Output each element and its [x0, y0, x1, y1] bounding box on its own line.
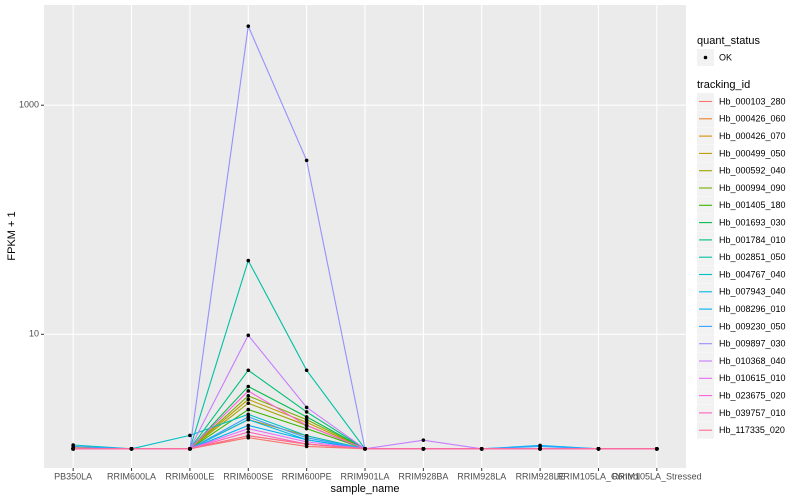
legend-label: Hb_000103_280: [719, 96, 786, 106]
data-point: [246, 333, 251, 338]
legend-label: Hb_000426_070: [719, 131, 786, 141]
data-point: [479, 447, 484, 451]
legend-title: quant_status: [697, 35, 760, 47]
legend-label: Hb_000426_060: [719, 114, 786, 124]
data-point: [246, 407, 251, 412]
legend-label: Hb_007943_040: [719, 287, 786, 297]
data-point: [304, 368, 309, 373]
legend-title: tracking_id: [697, 79, 750, 91]
x-tick-label: RRIM600LA: [107, 471, 156, 481]
legend-label: OK: [719, 52, 732, 62]
data-point: [304, 423, 309, 428]
data-point: [246, 258, 251, 263]
y-axis-title: FPKM + 1: [6, 211, 18, 260]
legend-label: Hb_000592_040: [719, 166, 786, 176]
legend-label: Hb_023675_020: [719, 390, 786, 400]
legend-label: Hb_001693_030: [719, 217, 786, 227]
x-tick-label: PB350LA: [54, 471, 92, 481]
x-tick-label: RRIM928LA: [457, 471, 506, 481]
data-point: [304, 426, 309, 431]
data-point: [246, 401, 251, 406]
data-point: [246, 384, 251, 389]
data-point: [188, 447, 192, 451]
x-axis-title: sample_name: [330, 483, 399, 495]
data-point: [71, 447, 75, 451]
data-point: [655, 447, 659, 451]
legend-point: [703, 55, 708, 60]
data-point: [246, 426, 251, 431]
data-point: [188, 433, 192, 438]
x-tick-label: RRIM105LA_Stressed: [612, 471, 702, 481]
data-point: [596, 447, 601, 451]
y-tick-label: 1000: [19, 100, 39, 110]
data-point: [304, 410, 309, 414]
data-point: [246, 433, 251, 438]
legend-label: Hb_010368_040: [719, 356, 786, 366]
legend-label: Hb_002851_050: [719, 252, 786, 262]
data-point: [304, 405, 309, 410]
data-point: [246, 430, 251, 434]
data-point: [246, 397, 251, 402]
data-point: [304, 442, 309, 446]
x-tick-label: RRIM928BA: [398, 471, 448, 481]
data-point: [246, 24, 251, 28]
x-tick-label: RRIM901LA: [340, 471, 389, 481]
x-tick-label: RRIM928LE: [516, 471, 565, 481]
data-point: [304, 417, 309, 422]
legend-label: Hb_001405_180: [719, 200, 786, 210]
legend-label: Hb_010615_010: [719, 373, 786, 383]
data-point: [246, 417, 251, 422]
data-point: [246, 394, 251, 398]
data-point: [246, 368, 251, 373]
data-point: [246, 412, 251, 417]
data-point: [421, 447, 426, 451]
legend-label: Hb_009230_050: [719, 321, 786, 331]
y-tick-label: 10: [29, 329, 39, 339]
x-tick-label: RRIM600SE: [223, 471, 273, 481]
legend-label: Hb_004767_040: [719, 269, 786, 279]
legend-label: Hb_000499_050: [719, 148, 786, 158]
data-point: [421, 438, 426, 442]
data-point: [304, 420, 309, 425]
data-point: [246, 415, 251, 419]
x-tick-label: RRIM600LE: [165, 471, 214, 481]
data-point: [363, 447, 367, 451]
legend-label: Hb_117335_020: [719, 425, 785, 435]
x-tick-label: RRIM600PE: [282, 471, 332, 481]
legend-label: Hb_001784_010: [719, 235, 786, 245]
legend-label: Hb_009897_030: [719, 339, 786, 349]
data-point: [304, 158, 309, 163]
x-tick-label: RRIM105LA_Control: [557, 471, 640, 481]
legend-label: Hb_000994_090: [719, 183, 786, 193]
legend-label: Hb_008296_010: [719, 304, 786, 314]
data-point: [538, 447, 542, 451]
data-point: [246, 423, 251, 428]
data-point: [129, 447, 134, 451]
data-point: [304, 435, 309, 440]
legend-label: Hb_039757_010: [719, 408, 786, 418]
data-point: [304, 415, 309, 419]
data-point: [246, 389, 251, 393]
